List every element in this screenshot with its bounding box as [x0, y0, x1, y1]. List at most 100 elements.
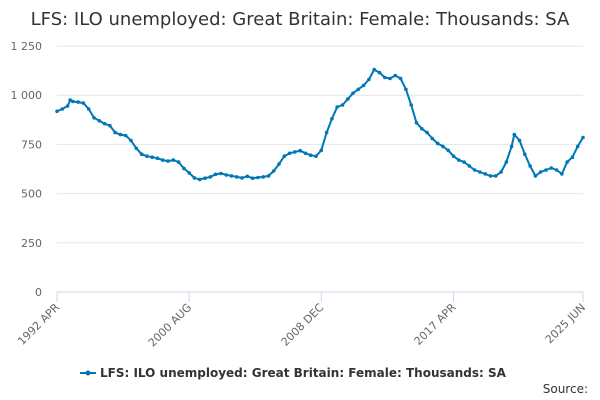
- data-point[interactable]: [240, 176, 244, 180]
- data-point[interactable]: [393, 73, 398, 78]
- data-point[interactable]: [367, 77, 371, 82]
- data-point[interactable]: [517, 138, 522, 143]
- data-point[interactable]: [171, 158, 176, 162]
- data-point[interactable]: [549, 166, 554, 170]
- data-point[interactable]: [494, 174, 498, 178]
- data-point[interactable]: [560, 172, 564, 176]
- data-point[interactable]: [388, 76, 392, 81]
- data-point[interactable]: [483, 172, 488, 176]
- data-point[interactable]: [293, 150, 297, 154]
- data-point[interactable]: [504, 160, 509, 164]
- data-point[interactable]: [213, 172, 218, 177]
- data-point[interactable]: [287, 151, 292, 156]
- data-point[interactable]: [533, 174, 538, 178]
- data-point[interactable]: [528, 164, 532, 168]
- legend[interactable]: LFS: ILO unemployed: Great Britain: Fema…: [80, 366, 507, 380]
- data-point[interactable]: [472, 168, 477, 172]
- data-point[interactable]: [340, 103, 345, 107]
- data-point[interactable]: [523, 152, 527, 156]
- data-point[interactable]: [86, 107, 91, 111]
- data-point[interactable]: [134, 146, 139, 151]
- data-point[interactable]: [565, 160, 569, 164]
- data-point[interactable]: [425, 130, 429, 135]
- data-point[interactable]: [570, 155, 575, 159]
- data-point[interactable]: [441, 144, 445, 149]
- data-point[interactable]: [92, 116, 96, 120]
- data-point[interactable]: [97, 119, 102, 123]
- data-point[interactable]: [451, 154, 456, 158]
- data-point[interactable]: [166, 159, 170, 163]
- data-point[interactable]: [335, 105, 340, 109]
- data-point[interactable]: [182, 166, 186, 171]
- data-point[interactable]: [398, 76, 403, 81]
- data-point[interactable]: [261, 175, 266, 179]
- data-point[interactable]: [356, 87, 361, 92]
- data-point[interactable]: [372, 67, 377, 72]
- data-point[interactable]: [462, 160, 466, 164]
- data-point[interactable]: [76, 100, 80, 104]
- data-point[interactable]: [319, 148, 324, 153]
- data-point[interactable]: [224, 173, 228, 177]
- data-point[interactable]: [113, 130, 117, 135]
- data-point[interactable]: [65, 104, 70, 108]
- data-point[interactable]: [129, 138, 133, 143]
- data-point[interactable]: [160, 158, 165, 162]
- data-point[interactable]: [467, 164, 472, 168]
- data-point[interactable]: [150, 155, 154, 159]
- data-point[interactable]: [155, 156, 160, 160]
- data-point[interactable]: [457, 158, 461, 162]
- data-point[interactable]: [118, 132, 123, 137]
- data-point[interactable]: [187, 171, 191, 175]
- data-point[interactable]: [554, 168, 559, 172]
- data-point[interactable]: [256, 175, 260, 180]
- data-point[interactable]: [314, 154, 318, 158]
- data-point[interactable]: [219, 171, 223, 176]
- data-point[interactable]: [71, 99, 75, 104]
- data-point[interactable]: [346, 97, 350, 101]
- data-point[interactable]: [229, 174, 234, 178]
- data-point[interactable]: [266, 174, 271, 178]
- data-point[interactable]: [377, 70, 382, 75]
- data-point[interactable]: [544, 168, 548, 172]
- data-point[interactable]: [499, 170, 503, 174]
- data-point[interactable]: [351, 91, 355, 95]
- data-point[interactable]: [303, 151, 308, 156]
- data-point[interactable]: [478, 170, 482, 174]
- data-point[interactable]: [330, 117, 334, 121]
- data-point[interactable]: [361, 83, 366, 88]
- data-point[interactable]: [234, 175, 239, 179]
- data-point[interactable]: [383, 75, 387, 80]
- data-point[interactable]: [488, 174, 493, 178]
- data-point[interactable]: [409, 103, 414, 107]
- data-point[interactable]: [55, 109, 59, 114]
- data-point[interactable]: [509, 144, 514, 149]
- data-point[interactable]: [192, 176, 197, 180]
- data-point[interactable]: [81, 101, 86, 105]
- data-point[interactable]: [277, 162, 281, 166]
- data-point[interactable]: [197, 177, 202, 182]
- data-point[interactable]: [430, 136, 435, 141]
- data-point[interactable]: [245, 174, 250, 179]
- data-point[interactable]: [145, 154, 149, 158]
- data-point[interactable]: [102, 121, 107, 126]
- data-point[interactable]: [538, 170, 543, 174]
- data-point[interactable]: [581, 135, 585, 140]
- data-point[interactable]: [575, 144, 580, 149]
- data-point[interactable]: [308, 153, 313, 157]
- data-point[interactable]: [123, 133, 128, 138]
- data-point[interactable]: [446, 148, 451, 153]
- data-point[interactable]: [282, 154, 287, 158]
- data-point[interactable]: [68, 98, 72, 102]
- data-point[interactable]: [250, 176, 255, 180]
- data-point[interactable]: [298, 148, 303, 153]
- data-point[interactable]: [404, 87, 408, 92]
- data-point[interactable]: [324, 130, 329, 135]
- data-point[interactable]: [60, 107, 65, 111]
- data-point[interactable]: [414, 121, 419, 125]
- data-point[interactable]: [435, 141, 440, 146]
- data-point[interactable]: [108, 123, 112, 128]
- data-point[interactable]: [271, 169, 276, 173]
- data-point[interactable]: [203, 176, 207, 180]
- data-point[interactable]: [512, 132, 517, 137]
- data-point[interactable]: [176, 160, 181, 164]
